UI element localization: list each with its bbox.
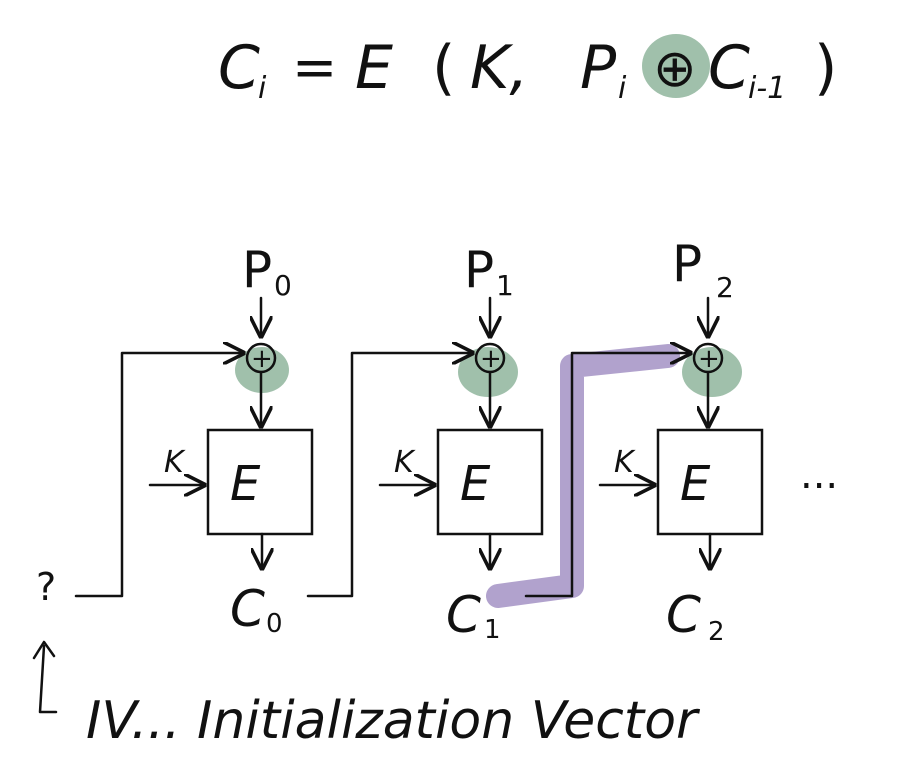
- plaintext-sub-0: 0: [274, 269, 292, 302]
- xor-symbol-2: +: [698, 344, 720, 374]
- cipher-label-2: E: [680, 456, 711, 512]
- formula-p-sub: i: [618, 71, 627, 106]
- plaintext-sub-2: 2: [716, 271, 734, 304]
- formula-xor: ⊕: [653, 39, 697, 99]
- ciphertext-sub-1: 1: [484, 615, 501, 645]
- formula-c-sub: i-1: [748, 71, 786, 106]
- cipher-box-0: [206, 428, 314, 536]
- ciphertext-sub-0: 0: [266, 609, 283, 639]
- iv-note: IV... Initialization Vector: [86, 691, 701, 751]
- formula-close-paren: ): [814, 33, 837, 103]
- key-label-0: K: [164, 445, 186, 480]
- ciphertext-label-0: C: [230, 580, 265, 638]
- cipher-label-1: E: [460, 456, 491, 512]
- formula-key: K,: [470, 33, 528, 103]
- c1-to-xor-2-arrow: [524, 353, 690, 598]
- continuation-ellipsis: ...: [800, 452, 838, 498]
- xor-symbol-0: +: [251, 344, 273, 374]
- formula-lhs-sub: i: [258, 71, 267, 106]
- ciphertext-label-2: C: [666, 586, 701, 644]
- formula-p: P: [580, 33, 617, 103]
- xor-symbol-1: +: [480, 344, 502, 374]
- cipher-box-2: [656, 428, 764, 536]
- c0-to-xor-1-arrow: [306, 353, 472, 598]
- ciphertext-label-1: C: [446, 586, 481, 644]
- cipher-box-1: [436, 428, 544, 536]
- formula-xor-highlight: [642, 34, 710, 98]
- key-label-2: K: [614, 445, 636, 480]
- formula-c: C: [708, 33, 750, 103]
- cipher-label-0: E: [230, 456, 261, 512]
- block-2: P 2 + E K C 2: [598, 235, 764, 647]
- ciphertext-sub-2: 2: [708, 617, 725, 647]
- iv-note-pointer: [38, 644, 58, 714]
- plaintext-label-2: P: [672, 235, 702, 293]
- formula-func: E: [355, 33, 393, 103]
- iv-to-xor-0-arrow: [74, 353, 243, 598]
- formula-open-paren: (: [432, 33, 455, 103]
- plaintext-label-1: P: [464, 241, 494, 299]
- block-0: P 0 + E K C 0: [148, 241, 314, 639]
- formula-equals: =: [292, 36, 337, 99]
- formula: C i = E ( K, P i ⊕ C i-1 ): [218, 33, 837, 106]
- formula-lhs: C: [218, 33, 260, 103]
- plaintext-sub-1: 1: [496, 269, 514, 302]
- key-label-1: K: [394, 445, 416, 480]
- plaintext-label-0: P: [242, 241, 272, 299]
- iv-marker: ?: [36, 565, 56, 609]
- iv-note-pointer-head: [32, 640, 56, 660]
